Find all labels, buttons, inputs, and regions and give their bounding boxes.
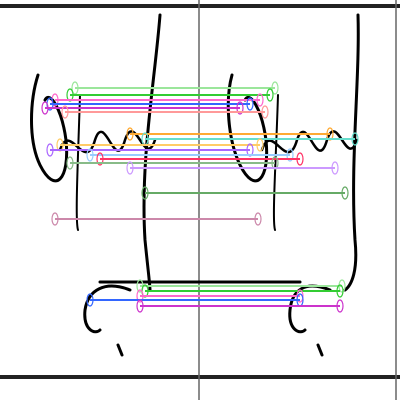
left-hook bbox=[83, 284, 132, 334]
right-descender bbox=[343, 13, 360, 292]
right-tail bbox=[272, 94, 279, 231]
link-endpoint bbox=[261, 105, 269, 119]
link-endpoint bbox=[136, 299, 144, 313]
link-endpoint bbox=[51, 212, 59, 226]
link-endpoint bbox=[256, 93, 264, 107]
link-endpoint bbox=[351, 132, 359, 146]
left-handwritten-stroke-group bbox=[30, 13, 302, 357]
link-endpoint bbox=[61, 105, 69, 119]
left-loop-large bbox=[30, 73, 69, 183]
link-endpoint bbox=[336, 284, 344, 298]
link-endpoint bbox=[338, 279, 346, 293]
link-endpoint bbox=[46, 143, 54, 157]
link-endpoint bbox=[66, 156, 74, 170]
link-endpoint bbox=[266, 88, 274, 102]
link-endpoint bbox=[136, 289, 144, 303]
link-endpoint bbox=[246, 97, 254, 111]
link-endpoint bbox=[126, 161, 134, 175]
left-descender bbox=[142, 13, 162, 292]
link-endpoint bbox=[296, 152, 304, 166]
link-endpoint bbox=[336, 299, 344, 313]
link-endpoint bbox=[331, 161, 339, 175]
link-endpoint bbox=[86, 293, 94, 307]
link-endpoint bbox=[341, 186, 349, 200]
link-endpoint bbox=[126, 127, 134, 141]
link-endpoint bbox=[236, 101, 244, 115]
link-endpoint bbox=[256, 138, 264, 152]
link-endpoint bbox=[286, 148, 294, 162]
link-endpoint bbox=[296, 289, 304, 303]
link-endpoint bbox=[86, 148, 94, 162]
correspondence-links bbox=[41, 81, 359, 313]
link-endpoint bbox=[254, 212, 262, 226]
left-dot bbox=[116, 343, 124, 357]
link-endpoint bbox=[141, 186, 149, 200]
link-endpoint bbox=[41, 101, 49, 115]
link-endpoint bbox=[271, 81, 279, 95]
right-handwritten-stroke-group bbox=[226, 13, 360, 357]
left-tail bbox=[75, 94, 81, 231]
right-dot bbox=[316, 343, 324, 357]
right-loop-large bbox=[226, 73, 269, 183]
link-endpoint bbox=[96, 152, 104, 166]
right-hook bbox=[288, 284, 332, 334]
